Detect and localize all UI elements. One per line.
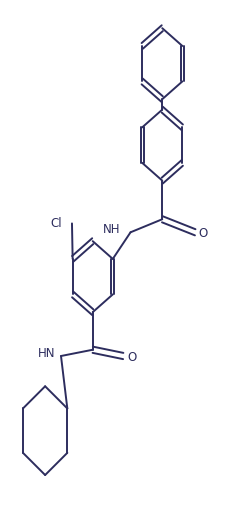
Text: NH: NH [103,223,121,236]
Text: Cl: Cl [51,217,62,230]
Text: O: O [199,227,208,240]
Text: HN: HN [37,347,55,360]
Text: O: O [127,351,136,364]
